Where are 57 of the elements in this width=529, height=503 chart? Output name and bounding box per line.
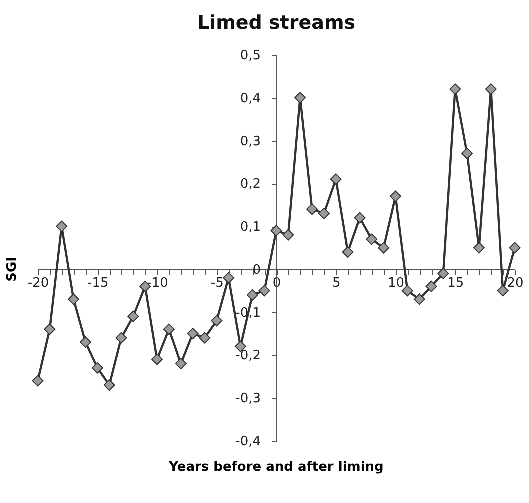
x-tick-label: -10 [147, 276, 168, 291]
point [294, 92, 306, 104]
point [175, 358, 187, 370]
point [246, 289, 258, 301]
x-tick-label: 5 [332, 276, 341, 291]
point [44, 324, 56, 336]
y-tick-label: 0,3 [240, 134, 261, 150]
y-tick-label: 0,1 [240, 220, 261, 236]
point [390, 190, 402, 202]
x-tick-label: 10 [388, 276, 405, 291]
point [318, 208, 330, 220]
point [211, 315, 223, 327]
point [270, 225, 282, 237]
x-tick-label: -5 [210, 276, 224, 291]
point [187, 328, 199, 340]
chart-title: Limed streams [197, 12, 356, 34]
y-axis-title: SGI [5, 257, 20, 282]
point [56, 220, 68, 232]
point [152, 354, 163, 366]
x-tick-label: 20 [507, 276, 524, 291]
point [354, 212, 366, 224]
point [473, 242, 485, 254]
point [366, 234, 378, 246]
point [438, 268, 450, 280]
point [497, 285, 509, 297]
point [426, 280, 438, 292]
point [414, 294, 426, 306]
x-tick-label: -20 [28, 276, 50, 291]
point [450, 84, 462, 96]
point [330, 174, 342, 186]
point [32, 375, 44, 387]
x-tick-label: 15 [448, 276, 464, 291]
point [68, 294, 80, 306]
point [223, 272, 235, 284]
point [199, 332, 211, 344]
point [462, 148, 474, 160]
y-tick-label: 0,4 [240, 91, 261, 106]
x-tick-label: -15 [88, 276, 109, 291]
y-tick-label: -0,2 [236, 348, 261, 364]
point [258, 285, 270, 297]
point [378, 242, 390, 254]
y-tick-label: -0,3 [236, 392, 261, 407]
point [509, 242, 521, 254]
y-tick-label: -0,4 [236, 434, 261, 450]
point [80, 336, 92, 348]
point [116, 332, 128, 344]
point [485, 84, 497, 96]
y-tick-label: 0,2 [240, 177, 261, 192]
point [92, 362, 104, 374]
point [306, 204, 318, 216]
y-tick-label: 0,5 [240, 48, 261, 64]
point [104, 380, 116, 391]
point [163, 324, 175, 336]
point [342, 246, 354, 258]
point [282, 229, 294, 241]
point [128, 310, 140, 322]
x-axis-title: Years before and after liming [168, 460, 384, 475]
